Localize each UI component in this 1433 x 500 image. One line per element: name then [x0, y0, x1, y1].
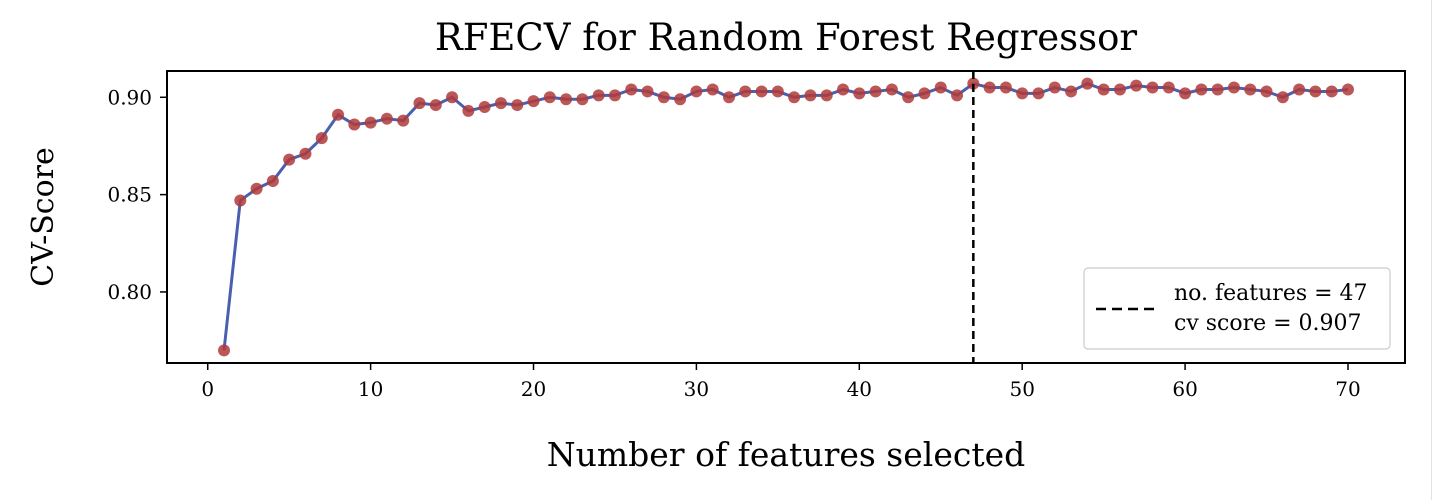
cv-score-point [348, 118, 361, 131]
cv-score-point [1260, 85, 1273, 98]
cv-score-point [869, 85, 882, 98]
cv-score-point [934, 81, 947, 94]
cv-score-point [332, 108, 345, 121]
cv-score-point [299, 147, 312, 160]
cv-score-point [462, 104, 475, 117]
x-tick-label: 20 [521, 377, 546, 401]
cv-score-point [1048, 81, 1061, 94]
legend-entry-features: no. features = 47 [1174, 281, 1368, 306]
legend: no. features = 47 cv score = 0.907 [1083, 267, 1391, 350]
cv-score-point [1130, 79, 1143, 92]
cv-score-point [1146, 81, 1159, 94]
cv-score-point [315, 132, 328, 145]
cv-score-point [1016, 87, 1029, 100]
axes-frame [166, 70, 1406, 364]
y-tick-label: 0.80 [107, 280, 152, 304]
cv-score-point [983, 81, 996, 94]
cv-score-point [1081, 77, 1094, 90]
cv-score-point [967, 77, 980, 90]
cv-score-point [771, 85, 784, 98]
cv-score-point [657, 91, 670, 104]
cv-score-point [1341, 83, 1354, 96]
cv-score-point [951, 89, 964, 102]
x-tick-label: 50 [1009, 377, 1034, 401]
cv-score-point [1227, 81, 1240, 94]
cv-score-point [625, 83, 638, 96]
x-axis-label: Number of features selected [547, 435, 1026, 474]
cv-score-point [397, 114, 410, 127]
cv-score-point [527, 95, 540, 108]
cv-score-point [918, 87, 931, 100]
x-tick-label: 40 [847, 377, 872, 401]
cv-score-point [902, 91, 915, 104]
x-tick-label: 0 [201, 377, 214, 401]
cv-score-point [1097, 83, 1110, 96]
legend-entry-cv-score: cv score = 0.907 [1174, 311, 1362, 336]
cv-score-point [1179, 87, 1192, 100]
cv-score-point [446, 91, 459, 104]
x-tick-label: 30 [684, 377, 709, 401]
cv-score-point [494, 97, 507, 110]
cv-score-point [1162, 81, 1175, 94]
cv-score-point [592, 89, 605, 102]
cv-score-point [1032, 87, 1045, 100]
cv-score-point [722, 91, 735, 104]
cv-score-point [853, 87, 866, 100]
x-tick-label: 10 [358, 377, 383, 401]
axis-ticks: 0 10 20 30 40 50 60 70 0.80 0.85 0.90 [107, 85, 1360, 401]
cv-score-point [478, 101, 491, 114]
cv-score-point [804, 89, 817, 102]
y-tick-label: 0.90 [107, 85, 152, 109]
cv-score-point [1195, 83, 1208, 96]
cv-score-point [543, 91, 556, 104]
cv-score-point [234, 194, 247, 207]
cv-score-point [560, 93, 573, 106]
cv-score-point [1244, 83, 1257, 96]
cv-score-point [608, 89, 621, 102]
cv-score-point [576, 93, 589, 106]
x-tick-label: 60 [1172, 377, 1197, 401]
cv-score-point [413, 97, 426, 110]
cv-score-point [885, 83, 898, 96]
cv-score-point [1325, 85, 1338, 98]
cv-score-point [1309, 85, 1322, 98]
cv-score-point [641, 85, 654, 98]
cv-score-point [788, 91, 801, 104]
cv-score-point [755, 85, 768, 98]
cv-score-point [1293, 83, 1306, 96]
cv-score-point [218, 344, 231, 357]
cv-score-point [1065, 85, 1078, 98]
cv-score-point [250, 182, 263, 195]
cv-score-point [283, 153, 296, 166]
x-tick-label: 70 [1335, 377, 1360, 401]
chart-title: RFECV for Random Forest Regressor [435, 16, 1138, 59]
cv-score-point [837, 83, 850, 96]
cv-score-point [364, 116, 377, 129]
y-tick-label: 0.85 [107, 183, 152, 207]
cv-score-point [511, 99, 524, 112]
cv-score-point [820, 89, 833, 102]
cv-score-point [690, 85, 703, 98]
plot-area [218, 71, 1354, 363]
legend-box [1083, 267, 1391, 350]
cv-score-point [1276, 91, 1289, 104]
page-edge-rule [1431, 0, 1432, 500]
y-axis-label: CV-Score [26, 147, 61, 287]
cv-score-point [706, 83, 719, 96]
cv-score-point [266, 174, 279, 187]
cv-score-point [380, 112, 393, 125]
cv-score-point [1113, 83, 1126, 96]
cv-score-point [999, 81, 1012, 94]
cv-score-point [429, 99, 442, 112]
cv-score-point [739, 85, 752, 98]
cv-score-line [222, 82, 1349, 351]
cv-score-point [1211, 83, 1224, 96]
cv-score-point [674, 93, 687, 106]
